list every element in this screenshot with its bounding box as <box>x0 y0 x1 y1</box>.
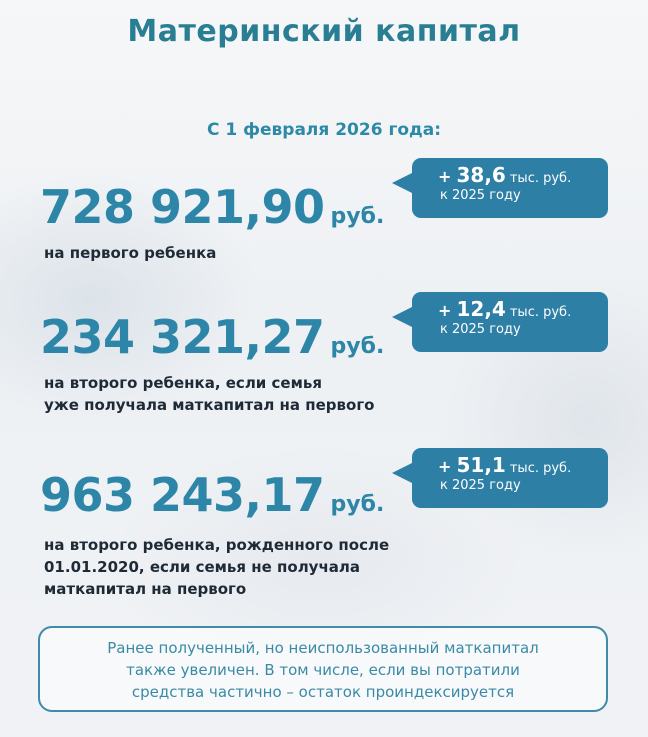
info-note: Ранее полученный, но неиспользованный ма… <box>38 626 608 712</box>
amount-value: 963 243,17 <box>40 468 325 522</box>
increase-value: 51,1 <box>456 453 506 477</box>
desc-line: маткапитал на первого <box>44 580 247 598</box>
amount-value: 728 921,90 <box>40 180 325 234</box>
desc-line: на второго ребенка, если семья <box>44 374 322 392</box>
note-line: также увеличен. В том числе, если вы пот… <box>126 661 520 679</box>
increase-unit: тыс. руб. <box>509 461 572 476</box>
plus-sign: + <box>438 167 452 186</box>
effective-date: С 1 февраля 2026 года: <box>206 120 441 140</box>
plus-sign: + <box>438 301 452 320</box>
note-line: средства частично – остаток проиндексиру… <box>131 683 515 701</box>
increase-period: к 2025 году <box>440 478 521 493</box>
page-title: Материнский капитал <box>127 14 521 49</box>
desc-second-child: на второго ребенка, если семья уже получ… <box>44 372 374 416</box>
desc-line: 01.01.2020, если семья не получала <box>44 558 360 576</box>
desc-line: на первого ребенка <box>44 244 217 262</box>
plus-sign: + <box>438 457 452 476</box>
amount-first-child: 728 921,90 руб. <box>40 180 384 234</box>
increase-line: + 38,6 тыс. руб. <box>412 163 608 187</box>
desc-line: на второго ребенка, рожденного после <box>44 536 390 554</box>
increase-line: + 12,4 тыс. руб. <box>412 297 608 321</box>
increase-bubble-third: + 51,1 тыс. руб. к 2025 году <box>392 448 608 508</box>
increase-value: 38,6 <box>456 163 506 187</box>
increase-value: 12,4 <box>456 297 506 321</box>
increase-period: к 2025 году <box>440 322 521 337</box>
increase-line: + 51,1 тыс. руб. <box>412 453 608 477</box>
amount-currency: руб. <box>330 492 385 517</box>
increase-unit: тыс. руб. <box>509 305 572 320</box>
desc-line: уже получала маткапитал на первого <box>44 396 375 414</box>
amount-second-child: 234 321,27 руб. <box>40 310 384 364</box>
increase-period: к 2025 году <box>440 188 521 203</box>
amount-second-child-after-2020: 963 243,17 руб. <box>40 468 384 522</box>
desc-second-child-after-2020: на второго ребенка, рожденного после 01.… <box>44 534 389 600</box>
increase-unit: тыс. руб. <box>509 171 572 186</box>
note-line: Ранее полученный, но неиспользованный ма… <box>107 639 539 657</box>
increase-bubble-first: + 38,6 тыс. руб. к 2025 году <box>392 158 608 218</box>
increase-bubble-second: + 12,4 тыс. руб. к 2025 году <box>392 292 608 352</box>
amount-currency: руб. <box>330 204 385 229</box>
amount-value: 234 321,27 <box>40 310 325 364</box>
desc-first-child: на первого ребенка <box>44 242 216 264</box>
amount-currency: руб. <box>330 334 385 359</box>
